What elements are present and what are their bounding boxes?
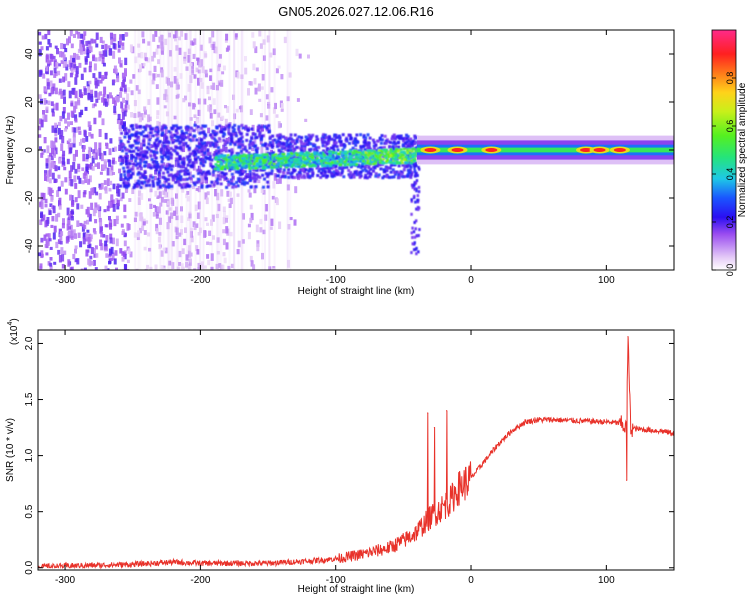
snr-spike-point [433, 426, 436, 429]
spectrogram-y-tick-label: -20 [24, 190, 35, 205]
spectrogram-x-tick-label: 0 [468, 275, 474, 286]
spectrogram-field [38, 30, 674, 270]
colorbar: 0.0 0.2 0.4 0.6 0.8 Normalized spectral ampl… [711, 29, 748, 277]
svg-text:(x104): (x104) [7, 318, 20, 345]
spectrogram-x-tick-label: 100 [598, 275, 615, 286]
snr-y-multiplier: (x104) [7, 318, 20, 345]
snr-spike-point [627, 336, 629, 338]
spectrogram-x-tick-label: -200 [190, 275, 210, 286]
colorbar-tick-label: 0.4 [725, 168, 735, 181]
colorbar-label: Normalized spectral amplitude [737, 82, 748, 217]
snr-x-tick-label: 100 [598, 575, 615, 586]
snr-y-tick-label: 2.0 [24, 336, 35, 350]
snr-x-tick-label: -300 [55, 575, 75, 586]
snr-frame [37, 329, 675, 571]
snr-y-label: SNR (10 * v/v) [5, 418, 16, 482]
spectrogram-x-tick-label: -300 [55, 275, 75, 286]
spectrogram-y-tick-label: 20 [24, 96, 35, 108]
colorbar-tick-label: 0.8 [725, 72, 735, 85]
spectrogram-x-label: Height of straight line (km) [298, 286, 415, 297]
snr-y-tick-label: 1.0 [24, 448, 35, 462]
spectrogram-band [119, 123, 421, 256]
snr-y-axis: 0.0 0.5 1.0 1.5 2.0 [24, 336, 674, 575]
snr-spike-point [427, 412, 429, 414]
colorbar-tick-label: 0.6 [725, 120, 735, 133]
snr-y-tick-label: 0.5 [24, 504, 35, 518]
spectrogram-y-axis: -40 -20 0 20 40 [24, 48, 674, 253]
snr-x-tick-label: -100 [326, 575, 346, 586]
snr-spike-point [446, 410, 448, 412]
snr-spike-point [626, 479, 628, 481]
snr-line-path [38, 336, 674, 570]
snr-panel: -300 -200 -100 0 100 0.0 0.5 1.0 1.5 2.0 Height … [5, 318, 675, 595]
colorbar-ticks: 0.0 0.2 0.4 0.6 0.8 [712, 72, 736, 277]
spectrogram-x-axis: -300 -200 -100 0 100 [55, 30, 615, 286]
snr-x-tick-label: 0 [468, 575, 474, 586]
snr-line-series [38, 336, 674, 570]
spectrogram-hot-spots [420, 146, 630, 154]
snr-x-axis: -300 -200 -100 0 100 [55, 330, 615, 586]
colorbar-tick-label: 0.0 [725, 264, 735, 277]
colorbar-gradient [711, 29, 737, 271]
snr-multiplier-base: (x10 [9, 325, 20, 345]
snr-x-label: Height of straight line (km) [298, 584, 415, 595]
figure-title: GN05.2026.027.12.06.R16 [278, 4, 433, 19]
snr-y-tick-label: 0.0 [24, 560, 35, 574]
snr-y-tick-label: 1.5 [24, 392, 35, 406]
spectrogram-y-tick-label: 0 [24, 147, 35, 153]
spectrogram-y-label: Frequency (Hz) [5, 116, 16, 185]
snr-multiplier-exponent: 4 [7, 322, 14, 326]
snr-x-tick-label: -200 [190, 575, 210, 586]
spectrogram-y-tick-label: 40 [24, 48, 35, 60]
colorbar-tick-label: 0.2 [725, 216, 735, 229]
spectrogram-x-tick-label: -100 [326, 275, 346, 286]
spectrogram-y-tick-label: -40 [24, 238, 35, 253]
